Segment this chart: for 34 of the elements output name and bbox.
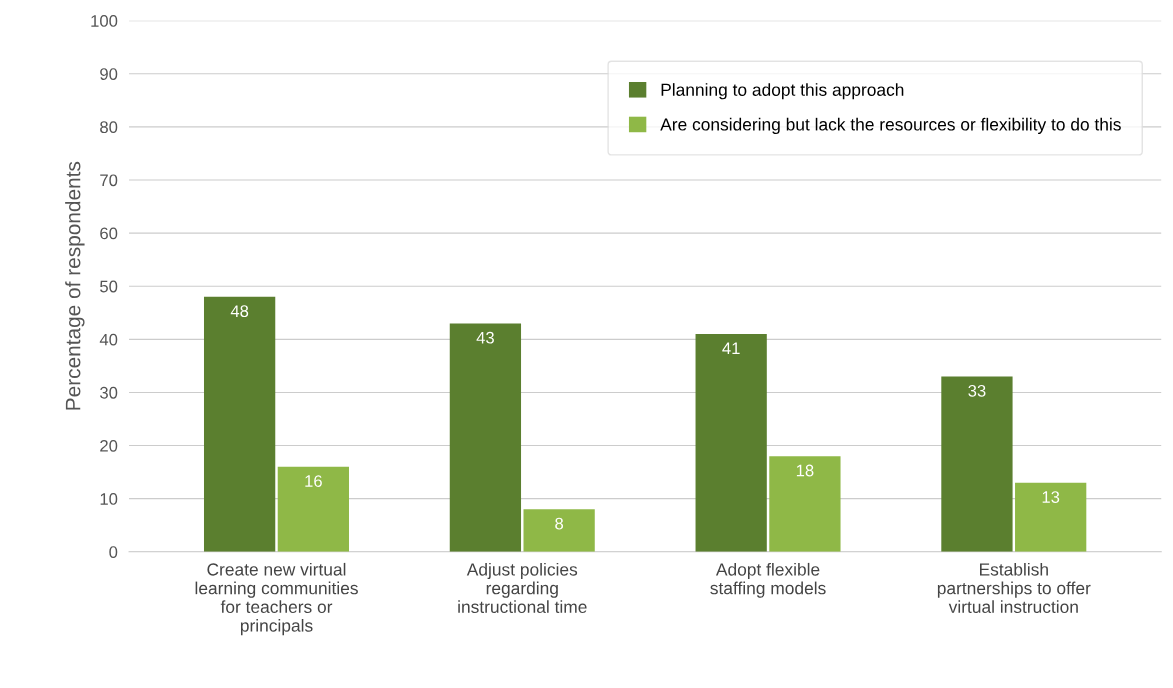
- x-tick-label: Adopt flexible staffing models: [710, 562, 826, 598]
- y-tick-label: 10: [100, 493, 118, 505]
- data-label: 33: [968, 384, 986, 397]
- y-tick-label: 40: [99, 333, 118, 346]
- y-tick-label: 30: [100, 386, 118, 399]
- bar: [449, 323, 522, 552]
- y-axis-title: Percentage of respondents: [65, 161, 85, 410]
- bar: [203, 296, 276, 552]
- legend-label: Are considering but lack the resources or flexibility to do this: [660, 117, 1121, 135]
- data-label: 43: [476, 331, 494, 344]
- y-tick-label: 100: [91, 15, 118, 27]
- y-tick-label: 50: [100, 280, 118, 293]
- bar: [523, 509, 595, 552]
- bar: [941, 376, 1013, 552]
- data-label: 13: [1042, 491, 1060, 503]
- y-tick-label: 80: [100, 121, 118, 134]
- y-tick-label: 20: [100, 439, 118, 452]
- bar: [277, 466, 349, 552]
- data-label: 41: [722, 342, 740, 355]
- bar: [1015, 482, 1087, 552]
- x-tick-label: Establish partnerships to offer virtual instruction: [937, 562, 1091, 614]
- data-label: 18: [796, 464, 814, 477]
- data-label: 16: [305, 475, 322, 487]
- y-tick-label: 70: [100, 174, 118, 187]
- data-label: 8: [555, 517, 564, 530]
- x-tick-label: Adjust policies regarding instructional time: [458, 562, 587, 614]
- legend-label: Planning to adopt this approach: [661, 83, 904, 100]
- y-tick-label: 60: [100, 227, 118, 240]
- bar: [695, 334, 767, 552]
- data-label: 48: [230, 305, 249, 318]
- bar: [769, 456, 841, 552]
- x-tick-label: Create new virtual learning communities for teachers or principals: [195, 562, 358, 636]
- y-tick-label: 90: [100, 68, 118, 80]
- y-tick-label: 0: [109, 546, 118, 558]
